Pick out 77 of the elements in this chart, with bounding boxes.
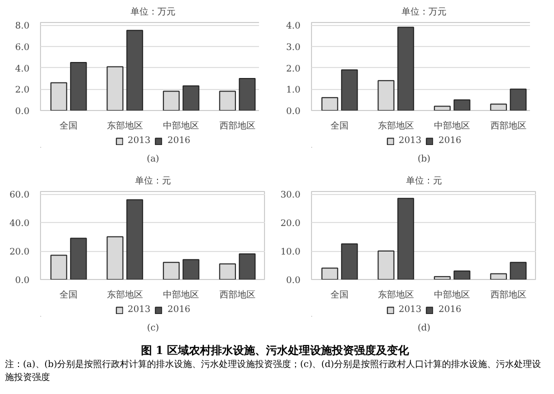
bar <box>434 106 451 110</box>
legend-label: 2013 <box>128 304 150 314</box>
bar <box>182 259 200 280</box>
y-tick-label: 2.0 <box>286 64 301 74</box>
y-tick-label: 0.0 <box>15 276 30 286</box>
x-tick-label: 东部地区 <box>378 120 414 132</box>
bar <box>321 97 338 110</box>
x-axis-title: (b) <box>418 154 430 164</box>
caption: 图 1 区域农村排水设施、污水处理设施投资强度及变化 <box>140 343 410 359</box>
x-tick-label: 中部地区 <box>434 120 470 132</box>
y-tick-label: 4.0 <box>15 64 30 74</box>
y-tick-label: 0.0 <box>15 107 30 117</box>
y-tick-label: 20.0 <box>9 248 30 258</box>
bar <box>126 30 144 110</box>
y-tick-label: 20.0 <box>280 219 301 230</box>
y-tick-label: 6.0 <box>15 42 30 53</box>
y-tick-label: 40.0 <box>9 219 30 230</box>
x-axis-title: (a) <box>146 154 160 164</box>
legend-label: 2016 <box>438 136 462 146</box>
x-tick-label: 东部地区 <box>106 290 143 300</box>
bar <box>434 276 451 280</box>
x-tick-label: 西部地区 <box>490 290 526 300</box>
legend-label: 2013 <box>128 136 150 146</box>
chart-title: 单位：元 <box>406 176 442 186</box>
bar <box>510 88 527 110</box>
bar <box>341 243 358 280</box>
bar <box>182 85 200 110</box>
x-tick-label: 中部地区 <box>163 120 200 132</box>
chart-title: 单位：万元 <box>130 6 176 18</box>
x-tick-label: 全国 <box>60 290 78 300</box>
x-tick-label: 中部地区 <box>434 290 470 300</box>
bar <box>162 262 180 280</box>
y-tick-label: 2.0 <box>15 86 30 96</box>
x-tick-label: 全国 <box>330 290 349 300</box>
x-tick-label: 全国 <box>60 120 78 132</box>
x-tick-label: 西部地区 <box>219 120 256 132</box>
chart-title: 单位：万元 <box>402 6 446 18</box>
bar <box>70 62 87 110</box>
legend-label: 2013 <box>398 136 422 146</box>
x-tick-label: 全国 <box>330 120 349 132</box>
bar <box>397 26 414 110</box>
bar <box>490 273 507 280</box>
legend-label: 2016 <box>168 304 190 314</box>
bar <box>219 263 236 280</box>
y-tick-label: 60.0 <box>9 190 30 201</box>
x-tick-label: 西部地区 <box>219 290 256 300</box>
y-tick-label: 8.0 <box>15 22 30 32</box>
y-tick-label: 1.0 <box>286 86 301 96</box>
x-tick-label: 西部地区 <box>490 120 526 132</box>
y-tick-label: 10.0 <box>280 248 301 258</box>
bar <box>490 104 507 110</box>
bar <box>321 268 338 280</box>
y-tick-label: 0.0 <box>286 276 301 286</box>
y-tick-label: 4.0 <box>286 22 301 32</box>
x-axis-title: (d) <box>418 324 430 334</box>
legend-label: 2016 <box>168 136 190 146</box>
x-tick-label: 东部地区 <box>378 290 414 300</box>
y-tick-label: 3.0 <box>286 42 301 53</box>
bar <box>238 78 256 110</box>
bar <box>50 254 68 280</box>
bar <box>70 238 87 280</box>
bar <box>397 198 414 280</box>
y-tick-label: 0.0 <box>286 107 301 117</box>
x-tick-label: 中部地区 <box>163 290 200 300</box>
bar <box>454 270 470 280</box>
legend-label: 2013 <box>398 304 422 314</box>
x-tick-label: 东部地区 <box>106 120 143 132</box>
y-tick-label: 30.0 <box>280 190 301 201</box>
bar <box>341 69 358 110</box>
text: 注：(a)、(b)分别是按照行政村计算的排水设施、污水处理设施投资强度；(c)、(d)分别是按照行政村人口计算的排水设施、污水处理设施投资强度 <box>5 358 542 386</box>
bar <box>454 99 470 110</box>
bar <box>126 199 144 280</box>
bar <box>238 253 256 280</box>
x-axis-title: (c) <box>146 324 160 334</box>
chart-title: 单位：元 <box>135 176 171 186</box>
bar <box>510 262 527 280</box>
legend-label: 2016 <box>438 304 462 314</box>
